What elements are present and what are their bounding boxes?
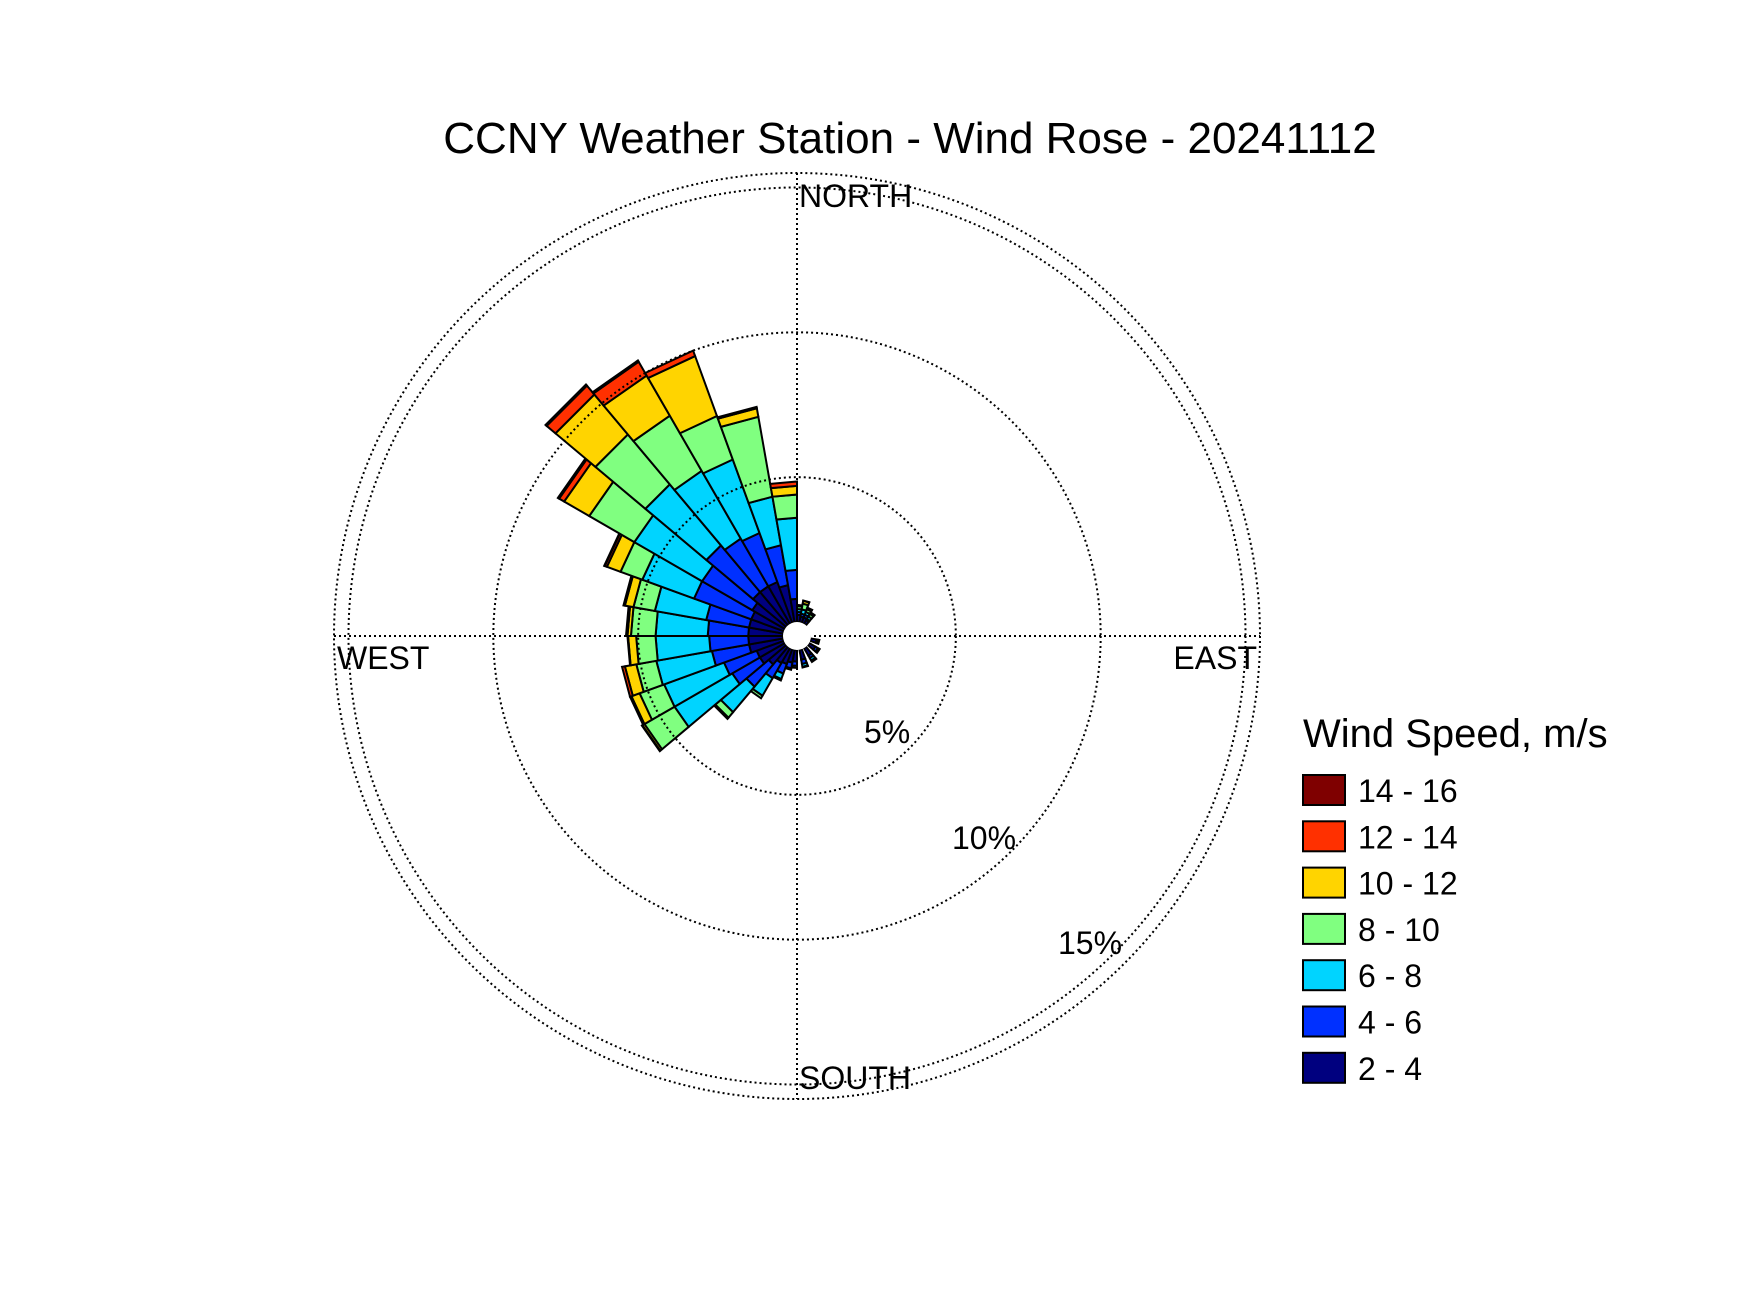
wedge-dir-35-bin-5	[809, 610, 817, 617]
legend-label-3: 8 - 10	[1358, 912, 1440, 948]
wedge-dir-25-bin-5	[805, 606, 814, 612]
ring-label-5: 5%	[864, 714, 910, 750]
wedge-dir-165-bin-3	[801, 664, 810, 669]
legend-swatch-2	[1302, 866, 1346, 899]
wedge-dir-255-bin-5	[620, 665, 634, 699]
legend-label-5: 4 - 6	[1358, 1005, 1422, 1041]
legend-title: Wind Speed, m/s	[1303, 712, 1608, 756]
polar-grid	[333, 172, 1261, 1100]
wedge-dir-125-bin-3	[815, 647, 822, 655]
compass-label-north: NORTH	[799, 178, 912, 214]
wedge-dir-15-bin-5	[802, 599, 811, 604]
legend-swatch-1	[1302, 820, 1346, 853]
legend: Wind Speed, m/s 14 - 16 12 - 14 10 - 12 8 -…	[1302, 712, 1608, 1087]
wedge-dir-145-bin-3	[809, 656, 818, 664]
legend-swatch-3	[1302, 912, 1346, 945]
ring-label-10: 10%	[952, 820, 1016, 856]
legend-label-6: 2 - 4	[1358, 1051, 1422, 1087]
legend-label-1: 12 - 14	[1358, 819, 1458, 855]
wedge-dir-355-bin-3	[771, 493, 798, 521]
wedge-dir-355-bin-5	[768, 480, 798, 490]
legend-items: 14 - 16 12 - 14 10 - 12 8 - 10 6 - 8 4 - 6 2 -…	[1302, 773, 1458, 1087]
wedges-layer	[544, 349, 822, 753]
wedge-dir-105-bin-2	[815, 638, 821, 646]
compass-label-west: WEST	[337, 640, 429, 676]
wedge-dir-315-bin-6	[544, 383, 589, 428]
legend-swatch-4	[1302, 959, 1346, 992]
wedge-dir-235-bin-5	[640, 723, 662, 753]
wedge-dir-335-bin-5	[643, 349, 697, 380]
legend-label-0: 14 - 16	[1358, 773, 1458, 809]
wedge-dir-325-bin-6	[591, 359, 640, 395]
legend-swatch-5	[1302, 1005, 1346, 1038]
calm-hole	[783, 622, 811, 650]
chart-title: CCNY Weather Station - Wind Rose - 20241…	[443, 114, 1376, 163]
compass-label-south: SOUTH	[799, 1060, 911, 1096]
legend-label-4: 6 - 8	[1358, 958, 1422, 994]
legend-label-2: 10 - 12	[1358, 866, 1458, 902]
compass-label-east: EAST	[1173, 640, 1257, 676]
legend-swatch-0	[1302, 774, 1346, 806]
wedge-dir-345-bin-5	[716, 405, 758, 420]
legend-swatch-6	[1302, 1051, 1346, 1084]
ring-label-15: 15%	[1058, 925, 1122, 961]
